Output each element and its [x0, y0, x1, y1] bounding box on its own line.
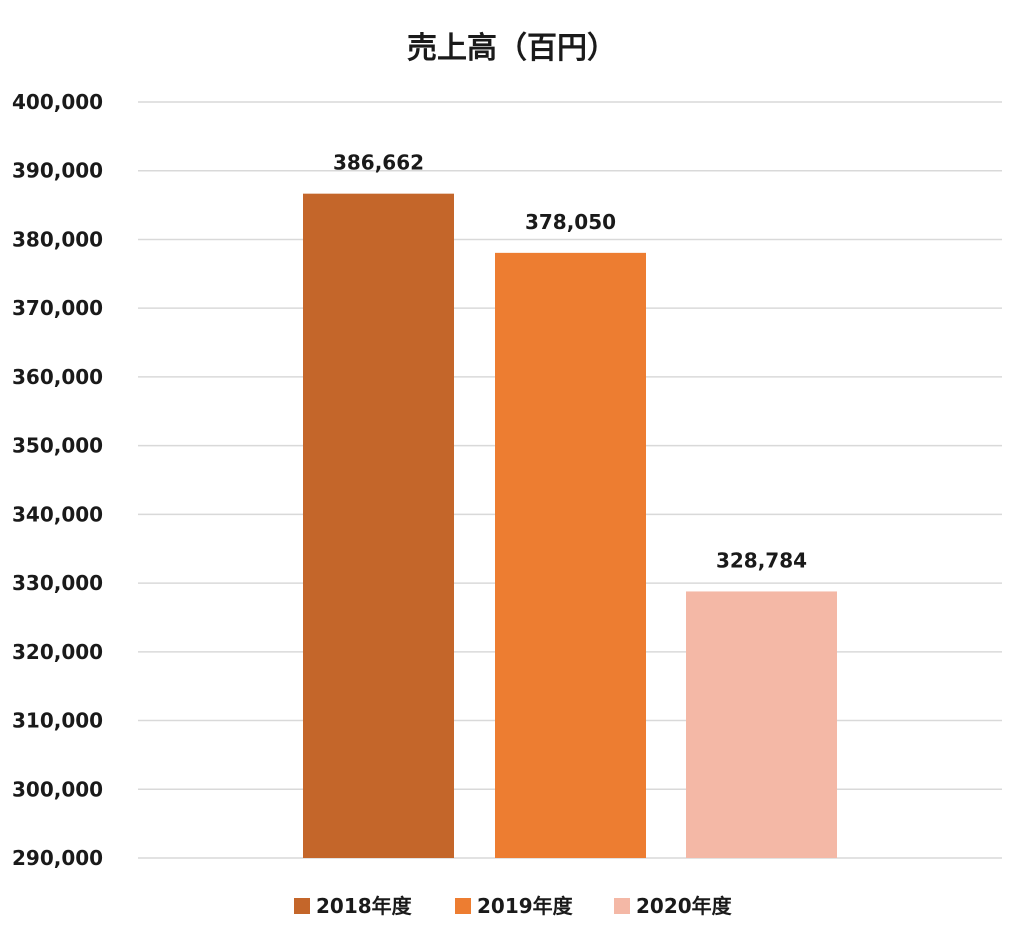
legend-label: 2018年度 [316, 894, 413, 918]
y-tick-label: 390,000 [12, 159, 103, 183]
y-tick-label: 340,000 [12, 502, 103, 526]
legend-swatch [614, 898, 630, 914]
y-tick-label: 360,000 [12, 365, 103, 389]
bars [303, 193, 837, 858]
legend-label: 2019年度 [477, 894, 574, 918]
chart-title: 売上高（百円） [407, 31, 617, 66]
y-tick-label: 380,000 [12, 227, 103, 251]
legend-swatch [294, 898, 310, 914]
y-tick-label: 350,000 [12, 434, 103, 458]
data-label: 386,662 [333, 151, 424, 175]
legend-swatch [455, 898, 471, 914]
data-label: 328,784 [716, 548, 807, 572]
legend: 2018年度 2019年度 2020年度 [294, 894, 733, 918]
y-tick-label: 330,000 [12, 571, 103, 595]
y-tick-label: 290,000 [12, 846, 103, 870]
y-tick-label: 400,000 [12, 90, 103, 114]
legend-label: 2020年度 [636, 894, 733, 918]
bar-2018年度 [303, 193, 454, 858]
y-tick-label: 310,000 [12, 709, 103, 733]
y-tick-label: 370,000 [12, 296, 103, 320]
y-axis-ticks: 290,000 300,000 310,000 320,000 330,000 340,0… [12, 90, 103, 870]
data-label: 378,050 [525, 210, 616, 234]
y-tick-label: 320,000 [12, 640, 103, 664]
data-labels: 386,662 378,050 328,784 [333, 151, 807, 573]
y-tick-label: 300,000 [12, 777, 103, 801]
bar-2019年度 [495, 252, 646, 858]
bar-2020年度 [686, 591, 837, 858]
